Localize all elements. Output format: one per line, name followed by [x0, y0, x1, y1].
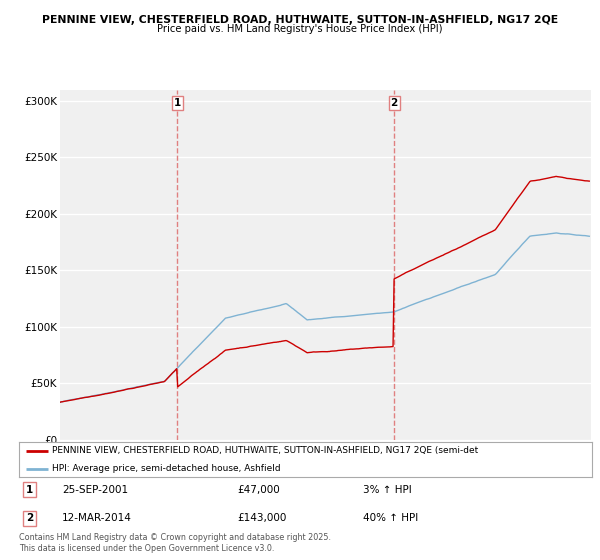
Text: Price paid vs. HM Land Registry's House Price Index (HPI): Price paid vs. HM Land Registry's House … — [157, 24, 443, 34]
Text: £143,000: £143,000 — [237, 513, 286, 523]
Text: 12-MAR-2014: 12-MAR-2014 — [62, 513, 132, 523]
Text: 1: 1 — [173, 99, 181, 108]
Text: 3% ↑ HPI: 3% ↑ HPI — [363, 485, 412, 495]
Text: 40% ↑ HPI: 40% ↑ HPI — [363, 513, 418, 523]
Text: PENNINE VIEW, CHESTERFIELD ROAD, HUTHWAITE, SUTTON-IN-ASHFIELD, NG17 2QE: PENNINE VIEW, CHESTERFIELD ROAD, HUTHWAI… — [42, 15, 558, 25]
Text: HPI: Average price, semi-detached house, Ashfield: HPI: Average price, semi-detached house,… — [52, 464, 281, 473]
Text: 1: 1 — [26, 485, 34, 495]
Text: 2: 2 — [26, 513, 34, 523]
Text: PENNINE VIEW, CHESTERFIELD ROAD, HUTHWAITE, SUTTON-IN-ASHFIELD, NG17 2QE (semi-d: PENNINE VIEW, CHESTERFIELD ROAD, HUTHWAI… — [52, 446, 479, 455]
Text: Contains HM Land Registry data © Crown copyright and database right 2025.
This d: Contains HM Land Registry data © Crown c… — [19, 533, 331, 553]
Text: £47,000: £47,000 — [237, 485, 280, 495]
Text: 25-SEP-2001: 25-SEP-2001 — [62, 485, 128, 495]
Text: 2: 2 — [391, 99, 398, 108]
